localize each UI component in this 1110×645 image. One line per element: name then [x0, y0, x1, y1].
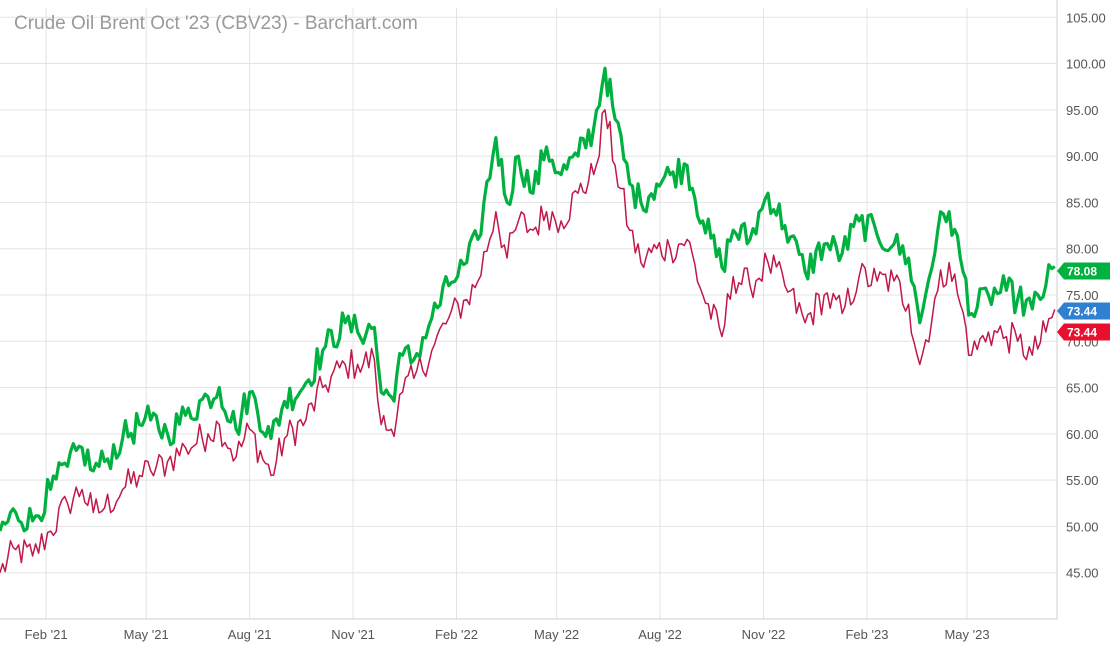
y-tick-label: 105.00	[1066, 10, 1106, 25]
x-tick-label: May '23	[944, 627, 989, 642]
badge-label: 73.44	[1067, 326, 1097, 340]
x-tick-label: Aug '21	[228, 627, 272, 642]
badge-label: 78.08	[1067, 265, 1097, 279]
y-tick-label: 60.00	[1066, 427, 1099, 442]
series-line-red	[0, 109, 1056, 573]
chart-title: Crude Oil Brent Oct '23 (CBV23) - Barcha…	[14, 13, 418, 34]
y-tick-label: 50.00	[1066, 519, 1099, 534]
x-tick-label: Feb '21	[25, 627, 68, 642]
badge-shape	[1057, 262, 1110, 280]
grid-lines	[0, 8, 1057, 619]
last-price-badge: 73.44	[1057, 302, 1110, 320]
x-tick-label: May '22	[534, 627, 579, 642]
x-tick-label: Feb '22	[435, 627, 478, 642]
x-tick-label: Nov '22	[742, 627, 786, 642]
badge-label: 73.44	[1067, 305, 1097, 319]
y-tick-label: 75.00	[1066, 288, 1099, 303]
y-tick-label: 95.00	[1066, 103, 1099, 118]
x-tick-label: Feb '23	[845, 627, 888, 642]
y-tick-label: 80.00	[1066, 242, 1099, 257]
last-price-badge: 78.08	[1057, 262, 1110, 280]
badge-shape	[1057, 302, 1110, 320]
y-tick-label: 100.00	[1066, 57, 1106, 72]
y-tick-label: 85.00	[1066, 195, 1099, 210]
x-tick-label: Aug '22	[638, 627, 682, 642]
x-axis: Feb '21 May '21 Aug '21 Nov '21 Feb '22 May '…	[0, 618, 1057, 642]
y-tick-label: 90.00	[1066, 149, 1099, 164]
y-tick-label: 45.00	[1066, 566, 1099, 581]
series-line-green	[0, 66, 1056, 533]
y-axis: 105.00100.0095.0090.0085.0080.0075.0070.…	[1056, 0, 1106, 619]
badge-shape	[1057, 323, 1110, 341]
x-tick-label: Nov '21	[331, 627, 375, 642]
y-tick-label: 65.00	[1066, 381, 1099, 396]
series-layer	[0, 66, 1056, 573]
last-price-badge: 73.44	[1057, 323, 1110, 341]
y-tick-label: 55.00	[1066, 473, 1099, 488]
x-tick-label: May '21	[124, 627, 169, 642]
last-price-badges: 78.08 73.44 73.44	[1057, 262, 1110, 341]
